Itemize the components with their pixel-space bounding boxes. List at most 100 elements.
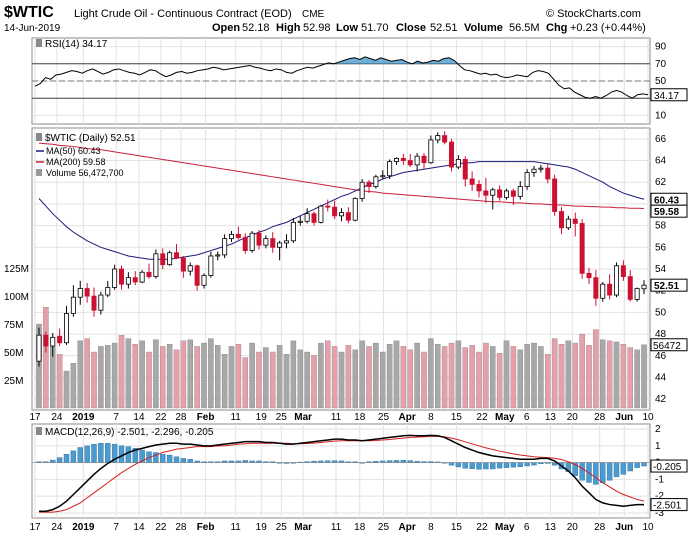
volume-value: 56.5M: [509, 22, 540, 34]
volume-bar: [221, 354, 228, 409]
volume-bar: [290, 340, 297, 409]
x-axis-label: 13: [545, 522, 557, 533]
volume-bar: [469, 345, 475, 409]
volume-bar: [201, 342, 207, 409]
macd-tick-label: -1: [655, 474, 664, 485]
rsi-tick-label: 10: [655, 110, 667, 121]
volume-bar: [194, 346, 200, 409]
ma200-legend: MA(200) 59.58: [46, 157, 106, 167]
candle-body: [290, 221, 296, 242]
volume-bar: [517, 349, 524, 409]
candle-body: [43, 334, 49, 347]
volume-bar: [118, 335, 125, 409]
macd-histogram-bar: [393, 460, 400, 463]
macd-histogram-bar: [331, 460, 338, 463]
x-axis-label: 28: [175, 522, 187, 533]
volume-tick-label: 50M: [4, 348, 23, 359]
macd-histogram-bar: [386, 460, 393, 463]
volume-bar: [524, 344, 530, 409]
ma200-line: [38, 142, 645, 209]
volume-bar: [43, 307, 49, 409]
x-axis-label: 8: [428, 412, 434, 423]
chart-header: $WTIC Light Crude Oil - Continuous Contr…: [4, 4, 646, 34]
x-axis-label: Feb: [197, 412, 215, 423]
candle-body: [421, 155, 427, 164]
price-tick-label: 54: [655, 264, 667, 275]
rsi-line: [34, 56, 649, 99]
volume-bar: [373, 342, 379, 409]
candle-body: [297, 220, 303, 223]
candle-body: [366, 181, 372, 187]
x-axis-label: Jun: [615, 412, 633, 423]
volume-bar: [70, 363, 77, 409]
x-axis-label: 17: [29, 522, 41, 533]
volume-bar: [338, 351, 345, 409]
macd-histogram-bar: [503, 462, 510, 468]
volume-bar: [125, 338, 132, 409]
x-axis-label: 25: [276, 522, 288, 533]
volume-bar: [208, 338, 214, 409]
rsi-tick-label: 90: [655, 42, 667, 53]
volume-tick-label: 125M: [4, 264, 29, 275]
x-axis-label: 14: [133, 412, 145, 423]
macd-histogram-bar: [593, 462, 599, 485]
x-axis-label: Mar: [294, 412, 312, 423]
rsi-overbought-fill: [386, 59, 392, 64]
candle-body: [70, 296, 76, 314]
volume-bar: [462, 347, 468, 409]
price-tick-label: 66: [655, 134, 667, 145]
macd-last-box: [650, 459, 688, 473]
volume-bar: [187, 339, 193, 409]
ma200-last-box: [650, 204, 688, 218]
candle-body: [132, 277, 138, 283]
rsi-tick-label: 50: [655, 76, 667, 87]
open-value: 52.18: [242, 22, 270, 34]
candle-body: [242, 237, 248, 251]
macd-legend-icon: [36, 427, 42, 435]
volume-bar: [489, 346, 496, 409]
candle-body: [98, 294, 104, 311]
candle-body: [208, 255, 214, 276]
candle-body: [634, 288, 640, 300]
volume-bar: [111, 342, 118, 409]
volume-bar: [379, 351, 386, 409]
volume-bar: [496, 352, 503, 409]
price-legend-icon: [36, 133, 42, 141]
candle-body: [105, 287, 111, 296]
x-axis-label: 18: [354, 412, 366, 423]
ma50-line: [38, 161, 645, 260]
macd-histogram-bar: [524, 462, 530, 467]
price-tick-label: 50: [655, 307, 667, 318]
x-axis-label: 25: [276, 412, 288, 423]
volume-bar: [166, 344, 173, 409]
volume-bar: [91, 351, 97, 409]
x-axis-label: 28: [175, 412, 187, 423]
volume-bar: [297, 349, 303, 409]
volume-bar: [428, 338, 434, 409]
open-label: Open: [212, 22, 240, 34]
macd-histogram-bar: [50, 459, 56, 463]
volume-bar: [304, 351, 310, 409]
price-tick-label: 62: [655, 177, 667, 188]
candle-body: [318, 205, 324, 223]
candle-body: [64, 313, 70, 344]
volume-bar: [173, 349, 180, 409]
rsi-layer: [32, 56, 650, 99]
candle-body: [524, 172, 530, 187]
volume-bar: [359, 340, 365, 409]
x-axis-label: 22: [155, 522, 167, 533]
candle-body: [139, 271, 145, 283]
volume-bar: [538, 346, 544, 409]
candle-body: [483, 190, 489, 196]
macd-histogram-bar: [98, 443, 104, 463]
volume-bar: [56, 354, 63, 409]
rsi-overbought-fill: [448, 57, 455, 64]
symbol: $WTIC: [4, 4, 54, 21]
volume-bar: [593, 329, 599, 409]
x-axis-label: 20: [567, 522, 579, 533]
x-axis-label: 10: [642, 522, 654, 533]
candle-body: [373, 176, 379, 187]
macd-histogram-bar: [476, 462, 482, 470]
candle-body: [187, 265, 193, 272]
candle-body: [579, 223, 585, 274]
